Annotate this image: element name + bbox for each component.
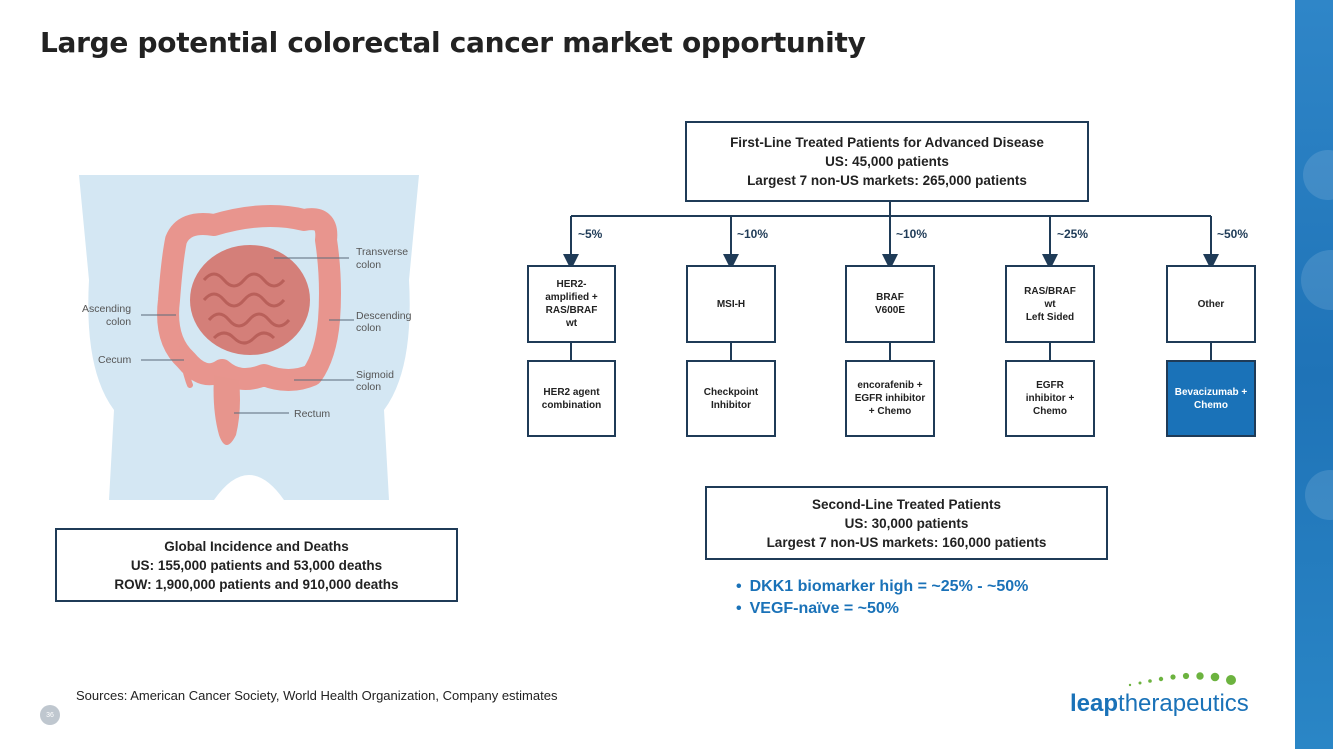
label-cecum: Cecum — [98, 354, 132, 366]
segment-her2: HER2- amplified + RAS/BRAF wt — [527, 265, 616, 343]
incidence-row: ROW: 1,900,000 patients and 910,000 deat… — [114, 576, 399, 592]
treatment-braf: encorafenib + EGFR inhibitor + Chemo — [845, 360, 935, 437]
rectum — [213, 375, 240, 445]
incidence-title: Global Incidence and Deaths — [164, 538, 349, 554]
second-line-us: US: 30,000 patients — [844, 515, 969, 531]
label-ascending-2: colon — [106, 316, 131, 328]
label-descending: Descending — [356, 310, 412, 322]
side-band — [1295, 0, 1333, 749]
label-sigmoid: Sigmoid — [356, 369, 394, 381]
segment-msi: MSI-H — [686, 265, 776, 343]
logo-therapeutics: therapeutics — [1118, 690, 1249, 717]
sources-note: Sources: American Cancer Society, World … — [76, 688, 558, 703]
first-line-row: Largest 7 non-US markets: 265,000 patien… — [747, 173, 1027, 188]
large-intestine — [157, 205, 341, 391]
colon-illustration: Transverse colon Ascending colon Descend… — [79, 175, 419, 500]
treatment-ras: EGFR inhibitor + Chemo — [1005, 360, 1095, 437]
incidence-us: US: 155,000 patients and 53,000 deaths — [130, 557, 383, 573]
bullet-vegf: VEGF-naïve = ~50% — [736, 600, 1028, 618]
label-ascending: Ascending — [82, 303, 131, 315]
bullet-dkk1: DKK1 biomarker high = ~25% - ~50% — [736, 578, 1029, 596]
segment-other: Other — [1166, 265, 1256, 343]
pct-ras: ~25% — [1057, 227, 1089, 241]
label-transverse: Transverse — [356, 246, 408, 258]
page-title: Large potential colorectal cancer market… — [40, 26, 866, 59]
segment-ras: RAS/BRAF wt Left Sided — [1005, 265, 1095, 343]
first-line-box: First-Line Treated Patients for Advanced… — [685, 121, 1089, 202]
treatment-msi: Checkpoint Inhibitor — [686, 360, 776, 437]
segment-braf: BRAF V600E — [845, 265, 935, 343]
label-descending-2: colon — [356, 322, 381, 334]
pct-braf: ~10% — [896, 227, 928, 241]
treatment-her2: HER2 agent combination — [527, 360, 616, 437]
logo-dots-icon — [1128, 672, 1236, 687]
first-line-us: US: 45,000 patients — [825, 154, 949, 169]
label-sigmoid-2: colon — [356, 381, 381, 393]
pct-her2: ~5% — [578, 227, 603, 241]
incidence-box: Global Incidence and Deaths US: 155,000 … — [55, 528, 458, 602]
pct-other: ~50% — [1217, 227, 1249, 241]
second-line-row: Largest 7 non-US markets: 160,000 patien… — [766, 534, 1047, 550]
label-rectum: Rectum — [294, 408, 330, 420]
cecum — [179, 345, 193, 388]
pct-msi: ~10% — [737, 227, 769, 241]
label-transverse-2: colon — [356, 259, 381, 271]
logo-leap: leap — [1070, 690, 1119, 717]
second-line-box: Second-Line Treated Patients US: 30,000 … — [705, 486, 1108, 560]
treatment-other: Bevacizumab + Chemo — [1166, 360, 1256, 437]
page-number: 36 — [40, 705, 60, 725]
small-intestine — [190, 245, 310, 355]
first-line-title: First-Line Treated Patients for Advanced… — [730, 135, 1044, 150]
second-line-title: Second-Line Treated Patients — [811, 496, 1002, 512]
bullet-list: DKK1 biomarker high = ~25% - ~50% VEGF-n… — [736, 578, 1029, 622]
logo-text: leaptherapeutics — [1070, 690, 1249, 718]
